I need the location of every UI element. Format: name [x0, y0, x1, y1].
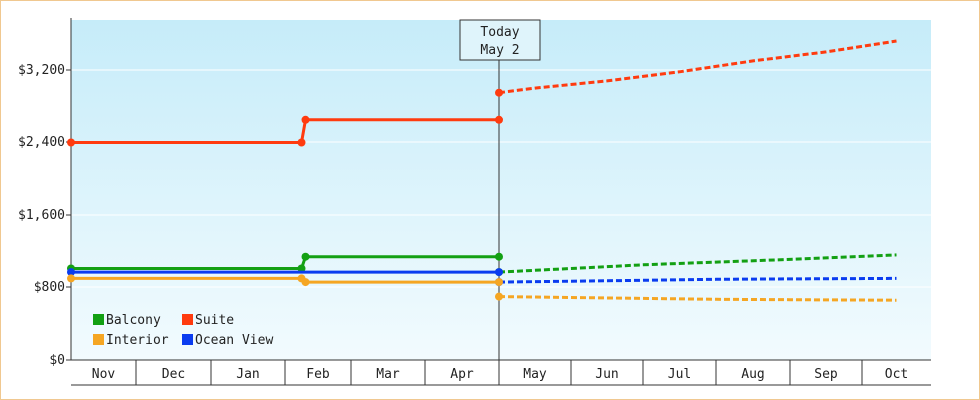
interior-data-point: [301, 278, 310, 287]
y-axis: $0 $800 $1,600 $2,400 $3,200: [18, 18, 72, 368]
suite-data-point: [495, 115, 503, 124]
legend-label-balcony: Balcony: [106, 313, 161, 328]
x-tick-label: Aug: [741, 367, 764, 382]
balcony-forecast-line: [498, 253, 897, 274]
legend-swatch-balcony: [93, 314, 104, 325]
ocean-view-data-point: [495, 268, 503, 277]
x-tick-label: Sep: [814, 367, 838, 382]
y-tick-label: $1,600: [18, 208, 65, 223]
x-tick-label: Oct: [885, 367, 908, 382]
x-tick-label: May: [523, 367, 547, 382]
x-tick-label: Nov: [92, 367, 116, 382]
x-tick-label: Jul: [668, 367, 691, 382]
y-tick-label: $3,200: [18, 63, 65, 78]
y-tick-label: $0: [49, 353, 65, 368]
interior-data-point: [67, 274, 75, 283]
balcony-data-point: [495, 252, 503, 261]
x-axis: Nov Dec Jan Feb Mar Apr May Jun Jul Aug Sep Oct: [71, 359, 931, 386]
suite-forecast-start-point: [495, 88, 503, 97]
interior-forecast-start-point: [495, 292, 503, 301]
x-tick-label: Apr: [450, 367, 474, 382]
interior-forecast-line: [498, 295, 897, 302]
legend-label-suite: Suite: [195, 313, 234, 328]
series-group: [67, 39, 897, 302]
x-tick-label: Feb: [306, 367, 330, 382]
legend-swatch-ocean-view: [182, 334, 193, 345]
legend-label-ocean-view: Ocean View: [195, 333, 273, 348]
suite-data-point: [301, 115, 310, 124]
suite-data-point: [67, 138, 75, 147]
plot-background: [71, 20, 931, 360]
x-tick-label: Jun: [595, 367, 618, 382]
today-date: May 2: [480, 43, 519, 58]
today-box: [459, 19, 541, 61]
y-tick-label: $800: [34, 280, 65, 295]
y-tick-label: $2,400: [18, 135, 65, 150]
suite-actual-line: [71, 118, 499, 144]
interior-data-point: [495, 278, 503, 287]
suite-data-point: [297, 138, 306, 147]
legend-label-interior: Interior: [106, 333, 169, 348]
today-marker: Today May 2: [459, 19, 541, 360]
balcony-data-point: [301, 252, 310, 261]
x-tick-label: Mar: [376, 367, 400, 382]
ocean-view-data-point: [67, 268, 75, 277]
today-label: Today: [480, 25, 519, 40]
legend-swatch-interior: [93, 334, 104, 345]
x-tick-label: Dec: [162, 367, 185, 382]
x-tick-label: Jan: [236, 367, 259, 382]
balcony-actual-line: [71, 255, 499, 270]
legend: Balcony Suite Interior Ocean View: [93, 313, 273, 348]
ocean-view-forecast-line: [498, 276, 897, 284]
balcony-data-point: [297, 264, 306, 273]
legend-swatch-suite: [182, 314, 193, 325]
suite-forecast-line: [498, 39, 897, 95]
